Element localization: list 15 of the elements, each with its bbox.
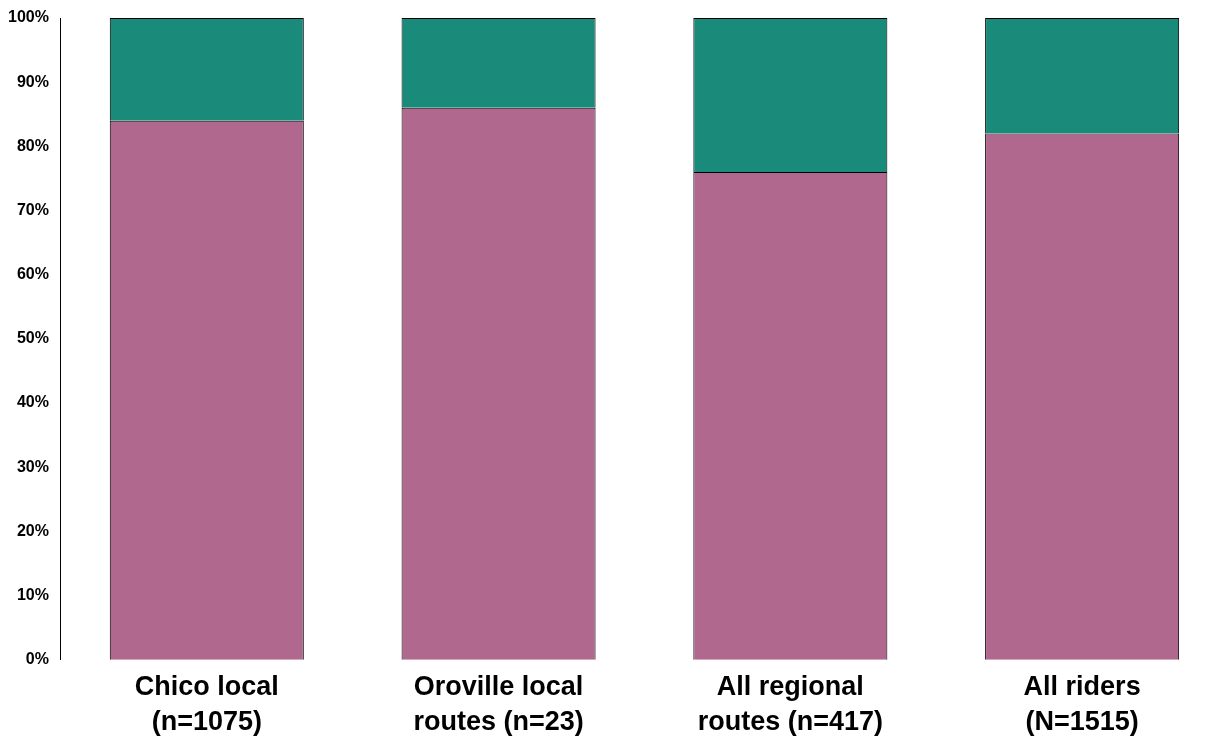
x-tick-label: All regional routes (n=417) <box>697 670 883 736</box>
y-tick-label: 30% <box>16 457 49 475</box>
x-tick-label: Oroville local routes (n=23) <box>413 670 584 736</box>
y-tick-label: 40% <box>16 393 49 411</box>
y-tick-label: 60% <box>16 265 49 283</box>
y-tick-label: 70% <box>16 200 49 218</box>
y-tick-label: 100% <box>8 8 49 26</box>
y-tick-label: 0% <box>25 650 49 668</box>
y-tick-label: 50% <box>16 329 49 347</box>
y-tick-label: 80% <box>16 136 49 154</box>
x-tick-label: Chico local (n=1075) <box>134 670 279 736</box>
y-tick-label: 10% <box>16 586 49 604</box>
x-tick-label: All riders (N=1515) <box>1023 670 1141 736</box>
y-tick-label: 20% <box>16 521 49 539</box>
y-tick-label: 90% <box>16 72 49 90</box>
